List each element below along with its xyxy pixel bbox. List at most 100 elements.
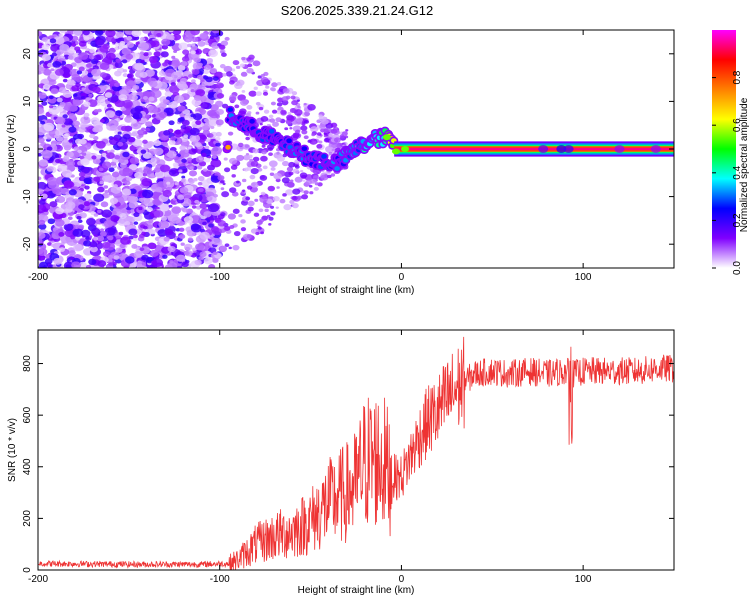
heatmap-cell <box>64 229 75 237</box>
heatmap-cell <box>70 256 75 260</box>
heatmap-cell <box>168 120 175 126</box>
heatmap-cell <box>208 223 214 228</box>
heatmap-cell <box>309 191 314 195</box>
heatmap-cell <box>232 208 240 214</box>
heatmap-cell <box>141 178 153 187</box>
heatmap-cell <box>50 68 55 72</box>
heatmap-cell <box>48 106 60 115</box>
heatmap-cell <box>216 92 225 99</box>
heatmap-cell <box>190 224 202 233</box>
heatmap-cell <box>167 245 176 253</box>
heatmap-cell <box>103 219 114 228</box>
heatmap-cell <box>224 226 231 231</box>
heatmap-cell <box>190 79 196 83</box>
heatmap-cell <box>129 188 137 195</box>
heatmap-cell <box>115 110 123 117</box>
heatmap-cell <box>183 192 192 199</box>
heatmap-cell <box>260 191 266 196</box>
heatmap-cell <box>105 100 111 105</box>
heatmap-cell <box>214 100 224 108</box>
heatmap-cell <box>99 62 110 70</box>
heatmap-cell <box>236 145 244 152</box>
heatmap-cell <box>218 44 226 50</box>
heatmap-cell <box>289 179 294 183</box>
heatmap-cell <box>257 75 262 79</box>
heatmap-cell <box>67 55 74 60</box>
heatmap-cell <box>139 247 145 252</box>
heatmap-cell <box>84 185 90 190</box>
heatmap-cell <box>149 154 154 159</box>
heatmap-cell <box>121 59 128 64</box>
heatmap-cell <box>289 199 295 204</box>
heatmap-cell <box>85 264 92 268</box>
heatmap-cell <box>68 113 76 119</box>
heatmap-cell <box>52 60 62 68</box>
heatmap-cell <box>328 132 334 137</box>
heatmap-cell <box>76 215 82 220</box>
heatmap-cell <box>195 142 202 148</box>
heatmap-cell <box>93 193 105 203</box>
heatmap-cell <box>80 229 91 238</box>
heatmap-cell <box>237 94 246 101</box>
snr-series-line <box>37 336 675 570</box>
heatmap-cell <box>86 218 96 226</box>
heatmap-cell <box>121 188 132 196</box>
heatmap-cell <box>95 140 106 149</box>
heatmap-cell <box>153 140 162 147</box>
heatmap-cell <box>38 237 43 245</box>
heatmap-cell <box>201 152 207 158</box>
heatmap-cell <box>120 125 129 132</box>
heatmap-cell <box>160 216 168 221</box>
heatmap-cell <box>250 160 259 167</box>
heatmap-cell <box>128 228 138 236</box>
heatmap-cell <box>302 179 306 182</box>
heatmap-cell <box>162 176 174 185</box>
heatmap-cell <box>181 175 186 179</box>
heatmap-cell <box>237 142 244 148</box>
heatmap-cell <box>146 141 155 147</box>
heatmap-cell <box>198 157 203 161</box>
heatmap-cell <box>192 113 203 121</box>
heatmap-cell <box>220 212 226 217</box>
heatmap-cell <box>188 170 198 177</box>
heatmap-cell <box>221 191 230 198</box>
heatmap-cell <box>255 101 261 106</box>
heatmap-cell <box>255 232 260 236</box>
snr-x-axis: -200 -100 0 100 <box>28 330 592 585</box>
heatmap-cell <box>168 139 176 146</box>
heatmap-cell <box>197 40 206 47</box>
heatmap-cell <box>275 117 282 123</box>
heatmap-cell <box>144 59 149 63</box>
heatmap-cell <box>210 159 222 168</box>
heatmap-cell <box>236 79 245 86</box>
heatmap-cell <box>208 49 218 58</box>
heatmap-cell <box>88 54 95 60</box>
heatmap-cell <box>103 193 110 199</box>
heatmap-cell <box>47 242 52 246</box>
ridge-core <box>268 128 275 134</box>
heatmap-cell <box>287 111 292 115</box>
heatmap-cell <box>63 261 74 268</box>
heatmap-cell <box>82 152 87 156</box>
heatmap-cell <box>260 231 265 235</box>
heatmap-cell <box>171 55 176 59</box>
heatmap-cell <box>268 114 274 119</box>
heatmap-cell <box>313 141 317 144</box>
heatmap-cell <box>62 156 70 163</box>
heatmap-cell <box>188 34 194 38</box>
heatmap-cell <box>93 109 99 113</box>
heatmap-cell <box>76 70 83 75</box>
heatmap-cell <box>102 251 111 257</box>
heatmap-cell <box>38 223 47 230</box>
heatmap-cell <box>151 114 157 118</box>
heatmap-cell <box>99 45 109 53</box>
heatmap-cell <box>158 111 168 119</box>
heatmap-cell <box>195 120 202 126</box>
heatmap-cell <box>142 96 149 100</box>
heatmap-cell <box>55 158 61 164</box>
heatmap-cell <box>291 195 298 201</box>
heatmap-cell <box>77 165 85 171</box>
heatmap-cell <box>109 197 119 205</box>
heatmap-cell <box>198 256 204 261</box>
heatmap-cell <box>284 127 289 131</box>
